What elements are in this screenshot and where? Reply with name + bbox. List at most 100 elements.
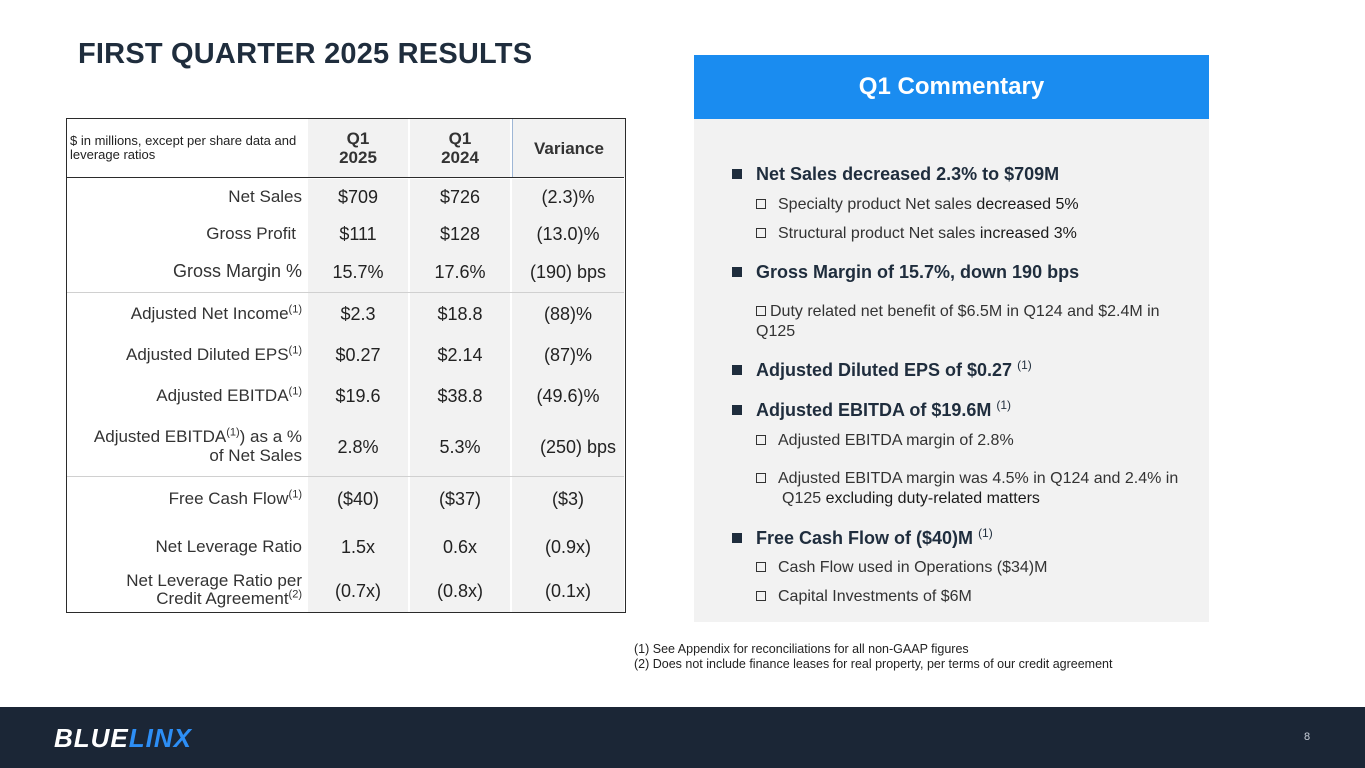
sub-bullet: Cash Flow used in Operations ($34)M	[756, 558, 1201, 578]
page-number: 8	[1304, 731, 1311, 743]
footnote-ref: (1)	[1017, 358, 1032, 372]
row-label: Net Leverage Ratio per Credit Agreement(2…	[126, 572, 302, 608]
cell-q1-2025: $2.3	[340, 304, 376, 324]
sub-bullet: Specialty product Net sales decreased 5%	[756, 195, 1201, 215]
checkbox-bullet-icon	[756, 228, 766, 238]
col-header-q1-2025-line2: 2025	[339, 148, 377, 167]
row-label-text: Net Leverage Ratio per	[126, 571, 302, 590]
cell-variance: ($3)	[551, 489, 584, 509]
cell-variance: (88)%	[543, 304, 592, 324]
checkbox-bullet-icon	[756, 435, 766, 445]
footnote-ref: (1)	[288, 488, 302, 501]
col-header-q1-2024-line1: Q1	[448, 129, 472, 148]
table-header: $ in millions, except per share data and…	[67, 119, 625, 178]
row-label: Adjusted Net Income(1)	[131, 304, 302, 323]
cell-q1-2024: 0.6x	[442, 537, 478, 557]
bullet-net-sales-bold: Net Sales	[756, 164, 838, 184]
cell-variance: (13.0)%	[536, 224, 600, 244]
footnote-ref: (1)	[288, 344, 302, 357]
footnote-ref: (1)	[288, 303, 302, 316]
bullet-ebitda: Adjusted EBITDA of $19.6M (1)	[732, 398, 1012, 421]
cell-q1-2024: (0.8x)	[436, 581, 483, 601]
cell-q1-2025: (0.7x)	[334, 581, 381, 601]
cell-q1-2024: 17.6%	[434, 262, 486, 282]
bullet-gross-margin: Gross Margin of 15.7%, down 190 bps	[732, 262, 1079, 283]
sub-bullet-text: Adjusted EBITDA margin of 2.8%	[778, 432, 1014, 449]
table-units-note: $ in millions, except per share data and…	[70, 133, 297, 162]
row-label: Adjusted EBITDA(1)	[156, 386, 302, 405]
footnote-2: (2) Does not include finance leases for …	[634, 657, 1113, 671]
footnote-ref: (1)	[288, 385, 302, 398]
cell-q1-2025: $19.6	[335, 386, 381, 406]
row-label: Gross Margin %	[172, 261, 302, 281]
col-bg-q1-2024	[410, 179, 510, 612]
footnote-ref: (1)	[996, 398, 1012, 412]
cell-variance: (87)%	[543, 345, 592, 365]
cell-q1-2025: 2.8%	[337, 437, 379, 457]
row-label-text: Adjusted Net Income	[130, 304, 289, 323]
row-label-text-3: of Net Sales	[209, 446, 302, 465]
checkbox-bullet-icon	[756, 562, 766, 572]
row-label-text-2: Credit Agreement	[156, 589, 289, 608]
page-title: FIRST QUARTER 2025 RESULTS	[78, 38, 533, 70]
cell-q1-2024: $2.14	[437, 345, 483, 365]
row-label-text: Adjusted EBITDA	[156, 386, 289, 405]
row-label-text: Free Cash Flow	[168, 489, 289, 508]
bullet-fcf: Free Cash Flow of ($40)M (1)	[732, 526, 993, 549]
footer-bar	[0, 707, 1365, 768]
bullet-net-sales: Net Sales decreased 2.3% to $709M	[732, 164, 1059, 185]
sub-bullet: Adjusted EBITDA margin was 4.5% in Q124 …	[756, 469, 1202, 509]
col-bg-q1-2025	[308, 179, 408, 612]
row-label: Net Sales	[228, 187, 302, 206]
sub-bullet-text: Structural product Net sales	[778, 225, 976, 242]
cell-q1-2024: $726	[439, 187, 481, 207]
footnote-ref: (1)	[978, 526, 993, 540]
sub-bullet: Adjusted EBITDA margin of 2.8%	[756, 431, 1201, 451]
cell-variance: (49.6)%	[536, 386, 600, 406]
bullet-gross-margin-text: Gross Margin of 15.7%, down 190 bps	[756, 262, 1080, 282]
sub-bullet-text: Duty related net benefit of $6.5M in Q12…	[756, 303, 1160, 340]
cell-q1-2025: $111	[339, 224, 377, 244]
sub-bullet: Capital Investments of $6M	[756, 587, 1201, 607]
cell-variance: (250) bps	[539, 437, 617, 457]
cell-q1-2024: $128	[439, 224, 481, 244]
row-label-text: Adjusted EBITDA	[93, 427, 227, 446]
footnotes: (1) See Appendix for reconciliations for…	[634, 642, 1112, 672]
cell-q1-2024: $38.8	[437, 386, 483, 406]
sub-bullet-text-2: increased 3%	[979, 225, 1077, 242]
cell-variance: (0.1x)	[544, 581, 591, 601]
bullet-net-sales-rest: decreased 2.3% to $709M	[842, 164, 1060, 184]
cell-variance: (2.3)%	[541, 187, 595, 207]
checkbox-bullet-icon	[756, 199, 766, 209]
col-header-q1-2024-line2: 2024	[441, 148, 479, 167]
bullet-eps: Adjusted Diluted EPS of $0.27 (1)	[732, 358, 1032, 381]
row-divider	[67, 476, 624, 477]
footnote-1: (1) See Appendix for reconciliations for…	[634, 642, 969, 656]
checkbox-bullet-icon	[756, 473, 766, 483]
commentary-panel: Q1 Commentary Net Sales decreased 2.3% t…	[694, 55, 1209, 622]
sub-bullet-text-2: decreased 5%	[976, 196, 1079, 213]
sub-bullet-text: Capital Investments of $6M	[778, 588, 972, 605]
cell-q1-2024: ($37)	[438, 489, 482, 509]
results-table: $ in millions, except per share data and…	[66, 118, 626, 613]
cell-q1-2024: 5.3%	[439, 437, 481, 457]
cell-q1-2024: $18.8	[437, 304, 483, 324]
col-header-variance: Variance	[512, 119, 625, 177]
row-label: Adjusted EBITDA(1)) as a % of Net Sales	[94, 427, 302, 465]
bullet-eps-text: Adjusted Diluted EPS of $0.27	[756, 360, 1013, 380]
commentary-heading: Q1 Commentary	[694, 55, 1209, 119]
sub-bullet-text: Adjusted EBITDA margin was 4.5% in Q124 …	[778, 470, 1179, 507]
footnote-ref: (2)	[288, 588, 302, 601]
cell-q1-2025: $709	[337, 187, 379, 207]
cell-q1-2025: 1.5x	[340, 537, 376, 557]
row-label-text: Adjusted Diluted EPS	[126, 345, 289, 364]
col-header-q1-2025-line1: Q1	[346, 129, 370, 148]
bullet-ebitda-text: Adjusted EBITDA of $19.6M	[756, 400, 992, 420]
sub-bullet-text-2: excluding duty-related matters	[825, 490, 1040, 507]
logo-part-blue: BLUE	[54, 723, 129, 753]
checkbox-bullet-icon	[756, 306, 766, 316]
row-label: Free Cash Flow(1)	[169, 489, 302, 508]
logo-part-linx: LINX	[128, 723, 193, 753]
col-header-q1-2025: Q1 2025	[308, 119, 408, 177]
bullet-fcf-text: Free Cash Flow of ($40)M	[756, 528, 974, 548]
